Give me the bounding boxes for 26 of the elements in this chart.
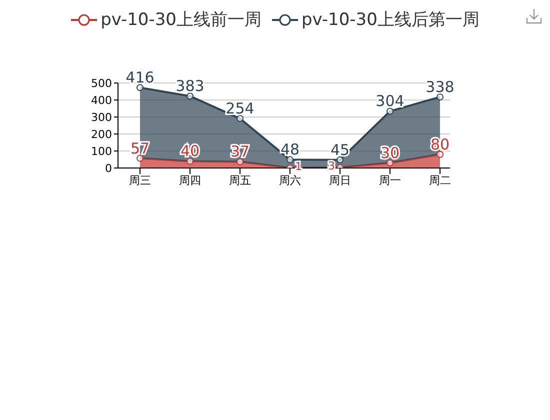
x-tick-label: 周四 [179, 174, 201, 187]
data-label: 338 [426, 78, 454, 96]
y-tick-label: 500 [91, 76, 112, 90]
data-label: 57 [130, 139, 150, 158]
data-label: 30 [380, 144, 400, 162]
data-label: 254 [226, 100, 254, 118]
data-label: 383 [176, 77, 204, 96]
y-tick-label: 400 [91, 94, 112, 107]
data-label: 48 [280, 140, 300, 159]
y-tick-label: 100 [91, 144, 112, 158]
data-label: 37 [230, 142, 250, 161]
data-label: 416 [126, 68, 154, 87]
legend-label: pv-10-30上线前一周 [100, 9, 262, 31]
y-tick-label: 300 [91, 110, 112, 124]
x-tick-label: 周日 [329, 174, 351, 187]
data-label: 80 [430, 135, 450, 154]
x-tick-label: 周二 [429, 174, 451, 187]
legend-label: pv-10-30上线后第一周 [302, 9, 480, 31]
x-tick-label: 周三 [129, 174, 151, 187]
data-label: 40 [180, 142, 200, 160]
y-tick-label: 0 [105, 162, 112, 175]
x-tick-label: 周六 [279, 174, 301, 187]
data-label: 304 [376, 92, 404, 110]
x-tick-label: 周五 [229, 174, 251, 187]
y-tick-label: 200 [91, 128, 112, 141]
x-tick-label: 周一 [379, 174, 401, 187]
